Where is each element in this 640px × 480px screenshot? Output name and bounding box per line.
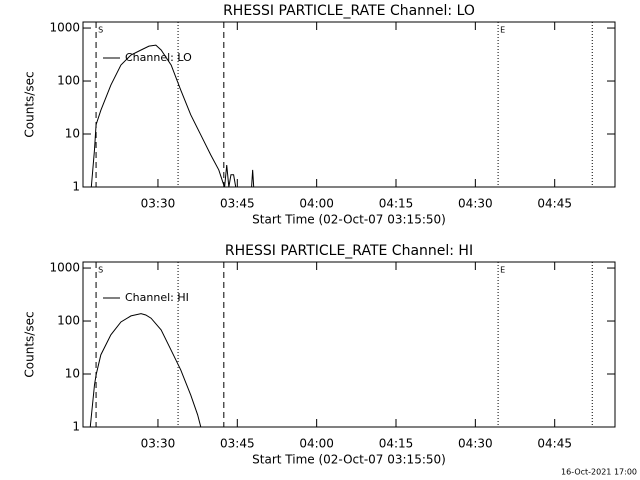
x-tick-label: 04:30 — [458, 437, 493, 451]
x-axis-label: Start Time (02-Oct-07 03:15:50) — [252, 213, 446, 227]
data-line — [89, 313, 202, 427]
time-marker-label: S — [98, 266, 103, 275]
legend-label: Channel: HI — [125, 291, 189, 304]
x-tick-label: 03:45 — [220, 197, 255, 211]
y-tick-label: 1 — [72, 420, 80, 434]
y-tick-label: 100 — [57, 314, 80, 328]
y-tick-label: 1 — [72, 180, 80, 194]
chart-title: RHESSI PARTICLE_RATE Channel: LO — [223, 3, 475, 19]
x-axis-label: Start Time (02-Oct-07 03:15:50) — [252, 453, 446, 467]
time-marker-label: E — [500, 26, 505, 35]
y-axis-label: Counts/sec — [23, 311, 37, 377]
legend-label: Channel: LO — [125, 51, 192, 64]
x-tick-label: 03:30 — [141, 197, 176, 211]
y-tick-label: 100 — [57, 74, 80, 88]
footer-date: 16-Oct-2021 17:00 — [561, 468, 637, 477]
y-tick-label: 1000 — [49, 21, 80, 35]
time-marker-label: S — [98, 26, 103, 35]
x-tick-label: 04:30 — [458, 197, 493, 211]
x-tick-label: 03:45 — [220, 437, 255, 451]
x-tick-label: 04:00 — [299, 197, 334, 211]
x-tick-label: 04:15 — [379, 197, 414, 211]
time-marker-label: E — [500, 266, 505, 275]
chart-title: RHESSI PARTICLE_RATE Channel: HI — [225, 243, 473, 259]
y-tick-label: 1000 — [49, 261, 80, 275]
data-line — [90, 44, 255, 187]
x-tick-label: 04:45 — [537, 197, 572, 211]
y-tick-label: 10 — [65, 367, 80, 381]
y-tick-label: 10 — [65, 127, 80, 141]
x-tick-label: 03:30 — [141, 437, 176, 451]
plot-frame — [82, 21, 616, 188]
plot-frame — [82, 261, 616, 428]
x-tick-label: 04:45 — [537, 437, 572, 451]
x-tick-label: 04:00 — [299, 437, 334, 451]
x-tick-label: 04:15 — [379, 437, 414, 451]
y-axis-label: Counts/sec — [23, 71, 37, 137]
